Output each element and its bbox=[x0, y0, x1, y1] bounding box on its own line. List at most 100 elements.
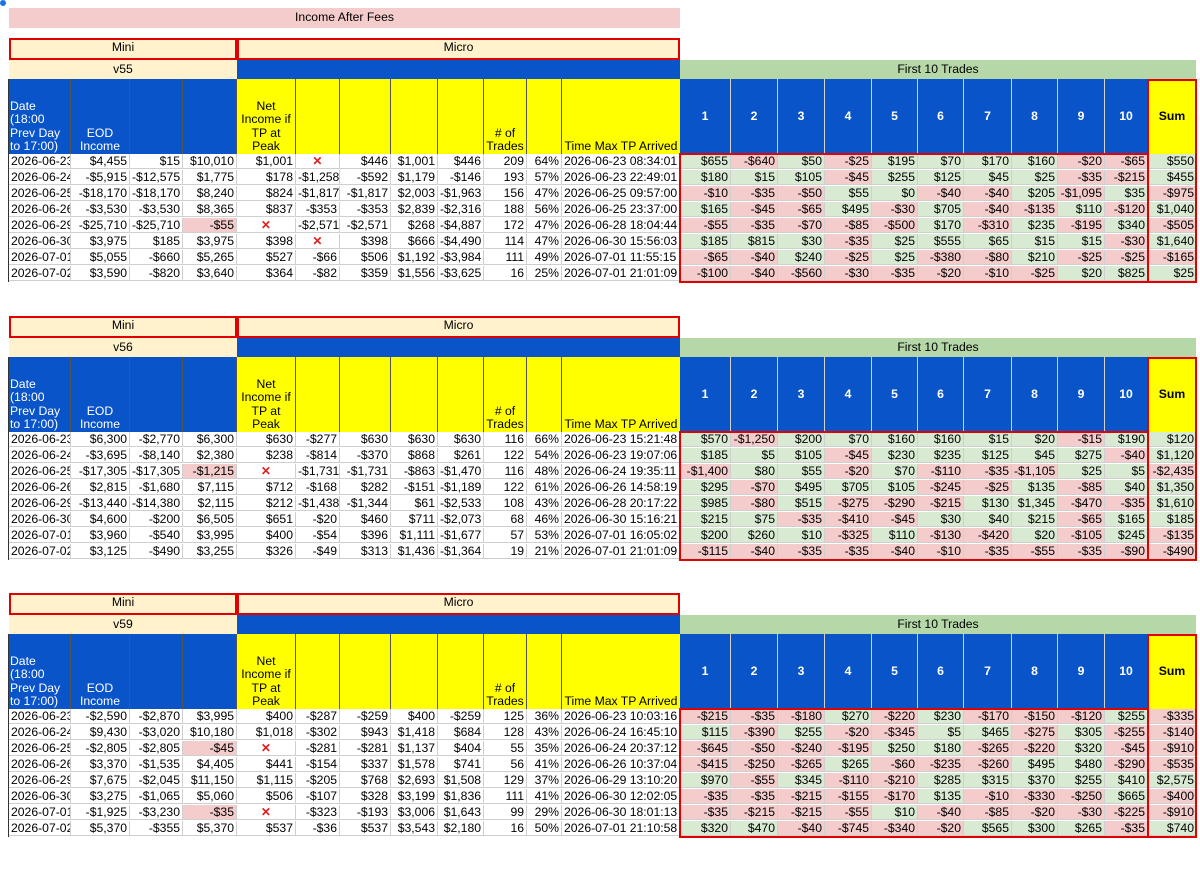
cell-date: 2026-06-23 bbox=[9, 432, 71, 447]
cell-eod: $3,125 bbox=[71, 544, 130, 559]
col-header-trade-3: 3 bbox=[778, 357, 825, 432]
table-left-border bbox=[8, 79, 9, 282]
trade-3-cell: -$35 bbox=[778, 544, 825, 559]
cell-high: $10,180 bbox=[183, 725, 237, 740]
trade-2-cell: -$640 bbox=[731, 154, 778, 169]
trade-5-cell: $105 bbox=[872, 480, 918, 495]
trade-7-cell: -$310 bbox=[964, 218, 1012, 233]
cell-no-tp: -$281 bbox=[340, 741, 391, 756]
col-header-roll-tp bbox=[391, 357, 438, 432]
trade-8-cell: $20 bbox=[1012, 432, 1058, 447]
trade-3-cell: -$215 bbox=[778, 805, 825, 820]
trade-10-cell: $165 bbox=[1105, 512, 1148, 527]
cell-low: -$25,710 bbox=[130, 218, 183, 233]
trade-5-cell: -$210 bbox=[872, 773, 918, 788]
cell-win: 48% bbox=[527, 464, 562, 479]
cell-date: 2026-06-23 bbox=[9, 154, 71, 169]
trade-7-cell: $65 bbox=[964, 234, 1012, 249]
col-header-high bbox=[183, 357, 237, 432]
trade-2-cell: -$390 bbox=[731, 725, 778, 740]
cell-low: -$8,140 bbox=[130, 448, 183, 463]
cell-win: 43% bbox=[527, 725, 562, 740]
col-header-low bbox=[130, 79, 183, 154]
trade-10-cell: $825 bbox=[1105, 266, 1148, 281]
trade-4-cell: -$35 bbox=[825, 234, 872, 249]
cell-high: $3,995 bbox=[183, 528, 237, 543]
trade-7-cell: -$85 bbox=[964, 805, 1012, 820]
trade-4-cell: -$35 bbox=[825, 544, 872, 559]
trade-10-cell: $665 bbox=[1105, 789, 1148, 804]
cell-no-tp: $328 bbox=[340, 789, 391, 804]
trade-8-cell: -$275 bbox=[1012, 725, 1058, 740]
cell-roll-tp: $1,192 bbox=[391, 250, 438, 265]
trade-4-cell: -$155 bbox=[825, 789, 872, 804]
trade-9-cell: -$1,095 bbox=[1058, 186, 1105, 201]
trade-8-cell: $235 bbox=[1012, 218, 1058, 233]
cell-dd: -$1,258 bbox=[296, 170, 340, 185]
trade-6-cell: $5 bbox=[918, 725, 964, 740]
col-header-win bbox=[527, 634, 562, 709]
cell-win: 41% bbox=[527, 757, 562, 772]
table-left-border bbox=[8, 634, 9, 837]
trade-6-cell: -$130 bbox=[918, 528, 964, 543]
cell-roll-tp: -$863 bbox=[391, 464, 438, 479]
col-header-time-max: Time Max TP Arrived bbox=[562, 79, 680, 154]
trade-2-cell: -$215 bbox=[731, 805, 778, 820]
cell-low: -$17,305 bbox=[130, 464, 183, 479]
cell-roll-tp: $1,578 bbox=[391, 757, 438, 772]
cell-date: 2026-06-23 bbox=[9, 709, 71, 724]
cell-roll-no: -$1,189 bbox=[438, 480, 484, 495]
trade-10-cell: -$255 bbox=[1105, 725, 1148, 740]
cell-high: $5,265 bbox=[183, 250, 237, 265]
trade-6-cell: -$380 bbox=[918, 250, 964, 265]
trade-4-cell: -$20 bbox=[825, 464, 872, 479]
trade-8-cell: $20 bbox=[1012, 528, 1058, 543]
cell-eod: -$3,530 bbox=[71, 202, 130, 217]
trade-1-cell: $115 bbox=[680, 725, 731, 740]
cell-roll-tp: $61 bbox=[391, 496, 438, 511]
cell-dd: -$1,817 bbox=[296, 186, 340, 201]
cell-no-tp: -$1,731 bbox=[340, 464, 391, 479]
col-header-trade-7: 7 bbox=[964, 357, 1012, 432]
cell-dd: -$36 bbox=[296, 821, 340, 836]
cell-low: -$2,045 bbox=[130, 773, 183, 788]
trade-1-cell: $185 bbox=[680, 448, 731, 463]
cell-roll-tp: $3,006 bbox=[391, 805, 438, 820]
trade-7-cell: -$80 bbox=[964, 250, 1012, 265]
cell-roll-tp: $2,839 bbox=[391, 202, 438, 217]
trade-5-cell: $255 bbox=[872, 170, 918, 185]
trade-9-cell: $110 bbox=[1058, 202, 1105, 217]
trade-2-cell: -$40 bbox=[731, 266, 778, 281]
trade-2-cell: -$35 bbox=[731, 186, 778, 201]
trade-2-cell: $470 bbox=[731, 821, 778, 836]
trade-1-cell: $200 bbox=[680, 528, 731, 543]
cell-roll-no: -$1,963 bbox=[438, 186, 484, 201]
micro-band bbox=[237, 615, 680, 634]
mini-label: Mini bbox=[9, 316, 237, 338]
trade-9-cell: $265 bbox=[1058, 821, 1105, 836]
col-header-date: Date (18:00 Prev Day to 17:00) bbox=[9, 79, 71, 154]
cell-roll-no: -$1,364 bbox=[438, 544, 484, 559]
trade-2-cell: -$55 bbox=[731, 773, 778, 788]
trade-5-cell: $195 bbox=[872, 154, 918, 169]
trade-8-cell: $215 bbox=[1012, 512, 1058, 527]
cell-no-tp: $630 bbox=[340, 432, 391, 447]
trade-1-cell: -$415 bbox=[680, 757, 731, 772]
col-header-win bbox=[527, 357, 562, 432]
trade-3-cell: -$240 bbox=[778, 741, 825, 756]
sum-cell: -$135 bbox=[1148, 528, 1196, 543]
cell-eod: $3,975 bbox=[71, 234, 130, 249]
col-header-trade-9: 9 bbox=[1058, 634, 1105, 709]
cell-low: -$14,380 bbox=[130, 496, 183, 511]
trade-9-cell: $15 bbox=[1058, 234, 1105, 249]
trade-7-cell: $125 bbox=[964, 448, 1012, 463]
cell-low: -$820 bbox=[130, 266, 183, 281]
trade-4-cell: -$20 bbox=[825, 725, 872, 740]
cell-net-tp: $630 bbox=[237, 432, 296, 447]
cell-no-tp: $396 bbox=[340, 528, 391, 543]
trade-8-cell: $300 bbox=[1012, 821, 1058, 836]
trade-5-cell: $10 bbox=[872, 805, 918, 820]
cell-dd: -$49 bbox=[296, 544, 340, 559]
cell-dd: -$302 bbox=[296, 725, 340, 740]
cell-time: 2026-07-01 21:10:58 bbox=[562, 821, 680, 836]
